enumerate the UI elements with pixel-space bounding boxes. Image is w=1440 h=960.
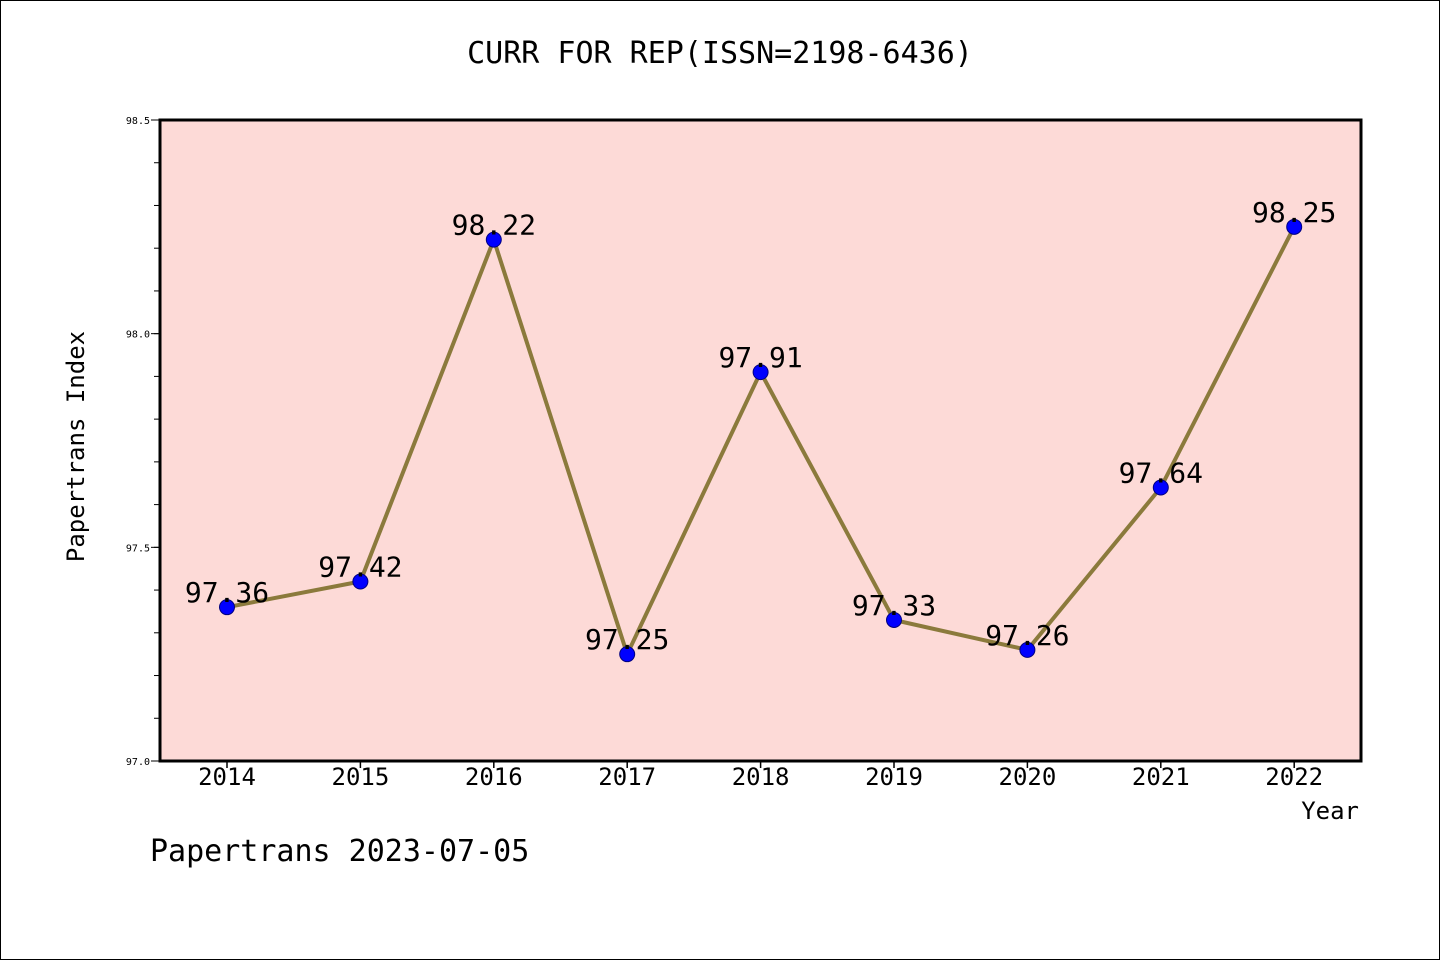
plot-background (160, 120, 1361, 761)
data-label: 97.91 (718, 341, 802, 374)
x-tick-label: 2015 (332, 763, 390, 791)
data-point (886, 611, 902, 628)
x-tick-label: 2018 (732, 763, 790, 791)
data-label: 97.64 (1119, 457, 1203, 490)
y-tick-label: 97.0 (126, 757, 150, 768)
data-point (485, 231, 502, 248)
x-tick-label: 2021 (1132, 763, 1190, 791)
y-tick-label: 98.5 (126, 116, 150, 127)
data-point (619, 646, 636, 663)
x-tick-label: 2014 (198, 763, 256, 791)
x-axis-label: Year (1301, 797, 1359, 825)
data-label: 97.36 (185, 576, 269, 609)
data-label: 98.22 (452, 209, 536, 242)
data-point (1152, 479, 1169, 496)
y-tick-label: 98.0 (126, 330, 150, 341)
data-label: 97.33 (852, 589, 936, 622)
x-tick-label: 2017 (598, 763, 656, 791)
footer-credit: Papertrans 2023-07-05 (150, 834, 530, 869)
data-point (219, 599, 235, 616)
y-axis-label: Papertrans Index (62, 331, 90, 562)
data-point (1019, 641, 1036, 658)
data-point (1286, 218, 1303, 235)
x-tick-label: 2020 (999, 763, 1057, 791)
data-label: 97.25 (585, 623, 669, 656)
x-tick-label: 2022 (1265, 763, 1323, 791)
data-label: 97.42 (318, 551, 402, 584)
y-tick-label: 97.5 (126, 543, 150, 554)
data-label: 97.26 (985, 619, 1069, 652)
plot-border (158, 118, 1363, 763)
data-label: 98.25 (1252, 196, 1336, 229)
data-point (752, 364, 769, 381)
x-tick-label: 2019 (865, 763, 923, 791)
x-tick-label: 2016 (465, 763, 523, 791)
chart-title: CURR FOR REP(ISSN=2198-6436) (467, 36, 973, 71)
data-point (352, 573, 369, 590)
